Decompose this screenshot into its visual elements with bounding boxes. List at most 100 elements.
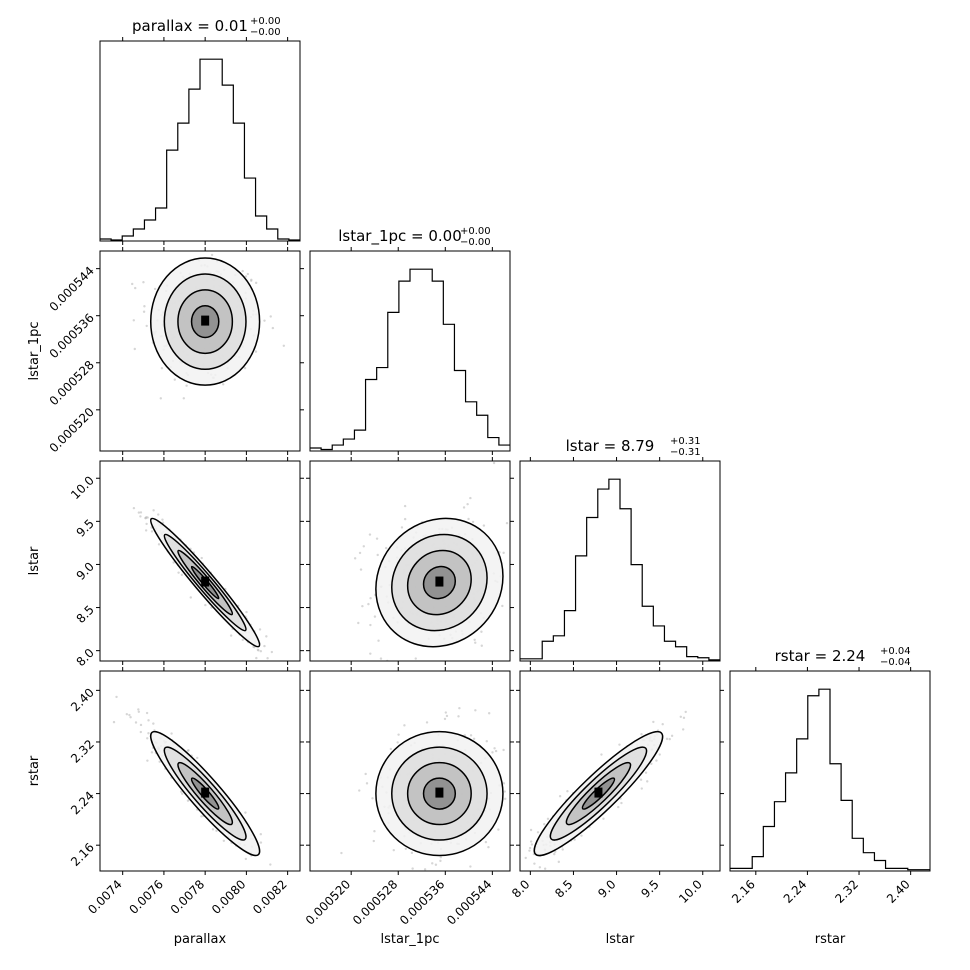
x-tick-label: 8.0: [509, 877, 532, 900]
sample-point: [152, 722, 155, 725]
sample-point: [222, 839, 226, 842]
sample-point: [369, 623, 372, 627]
sample-point: [368, 533, 372, 536]
sample-point: [373, 830, 376, 833]
sample-point: [493, 747, 496, 750]
sample-point: [353, 557, 357, 560]
sample-point: [211, 828, 215, 831]
sample-point: [557, 860, 561, 864]
sample-point: [646, 780, 649, 783]
sample-point: [269, 315, 272, 318]
y-tick-label: 0.000520: [47, 405, 97, 455]
sample-point: [367, 602, 370, 606]
sample-point: [137, 710, 141, 713]
sample-point: [434, 863, 438, 866]
sample-point: [600, 753, 603, 756]
sample-point: [185, 384, 188, 387]
sample-point: [404, 847, 408, 850]
sample-point: [469, 666, 471, 668]
panel-frame: [309, 670, 511, 872]
sample-point: [189, 596, 192, 599]
sample-point: [504, 797, 507, 801]
y-tick-label: 9.0: [74, 559, 97, 582]
x-tick-label: 0.000528: [350, 877, 400, 927]
y-tick-label: 2.40: [68, 685, 97, 714]
panel-frame: [519, 460, 721, 662]
sample-point: [512, 582, 514, 584]
sample-point: [371, 797, 374, 800]
sample-point: [289, 680, 291, 682]
sample-point: [512, 575, 514, 577]
sample-point: [221, 243, 223, 245]
sample-point: [139, 723, 143, 727]
sample-point: [160, 367, 164, 370]
sample-point: [362, 545, 365, 548]
sample-point: [357, 621, 360, 625]
y-tick-label: 2.32: [68, 737, 97, 766]
x-tick-label: 9.5: [638, 877, 661, 900]
sample-point: [502, 551, 505, 555]
sample-point: [458, 706, 461, 710]
sample-point: [245, 610, 248, 614]
title-plus: +0.00: [460, 226, 491, 237]
sample-point: [639, 778, 643, 781]
density-area: [132, 506, 291, 682]
sample-point: [513, 595, 515, 597]
density-peak: [435, 576, 444, 587]
sample-point: [684, 710, 687, 714]
sample-point: [229, 634, 233, 637]
sample-point: [384, 546, 388, 550]
title-text: lstar_1pc = 0.00: [338, 227, 462, 246]
y-axis-label: lstar: [27, 546, 42, 575]
sample-point: [511, 553, 513, 555]
sample-point: [494, 749, 498, 753]
sample-point: [246, 272, 250, 276]
sample-point: [244, 811, 247, 814]
sample-point: [620, 801, 623, 805]
x-tick-label: 2.32: [832, 877, 861, 906]
sample-point: [466, 502, 469, 506]
sample-point: [502, 782, 506, 785]
x-tick-label: 2.40: [884, 877, 913, 906]
sample-point: [423, 868, 427, 871]
density-peak: [201, 787, 210, 798]
sample-point: [146, 759, 149, 762]
sample-point: [521, 784, 523, 786]
sample-point: [396, 741, 399, 744]
sample-point: [410, 851, 414, 855]
sample-point: [618, 743, 621, 746]
sample-point: [295, 883, 297, 885]
x-tick-label: 0.0082: [250, 877, 290, 917]
sample-point: [445, 714, 449, 718]
sample-point: [221, 383, 225, 386]
sample-point: [375, 537, 379, 540]
sample-point: [682, 716, 686, 720]
panel-lstar-vs-lstar: lstar = 8.79 +0.31−0.31: [519, 436, 721, 665]
sample-point: [179, 790, 183, 793]
sample-point: [377, 639, 380, 642]
sample-point: [471, 520, 475, 524]
panel-frame: [309, 460, 511, 662]
sample-point: [182, 397, 186, 400]
sample-point: [536, 831, 540, 834]
sample-point: [241, 638, 244, 642]
sample-point: [361, 604, 364, 608]
sample-point: [147, 719, 150, 722]
sample-point: [457, 715, 460, 718]
sample-point: [443, 717, 447, 721]
sample-point: [658, 753, 661, 756]
sample-point: [142, 310, 146, 313]
sample-point: [134, 721, 138, 724]
sample-point: [543, 867, 547, 870]
sample-point: [145, 522, 148, 526]
sample-point: [215, 829, 218, 832]
panel-lstar_1pc-vs-lstar_1pc: lstar_1pc = 0.00+0.00−0.00: [309, 226, 511, 455]
sample-point: [263, 644, 266, 648]
sample-point: [403, 517, 407, 521]
sample-point: [244, 275, 248, 278]
title-minus: −0.31: [670, 447, 701, 458]
sample-point: [250, 279, 253, 283]
sample-point: [668, 737, 671, 741]
panel-rstar-vs-rstar: rstar = 2.24 +0.04−0.04 2.16 2.24 2.32 2.40 rs…: [729, 646, 931, 947]
